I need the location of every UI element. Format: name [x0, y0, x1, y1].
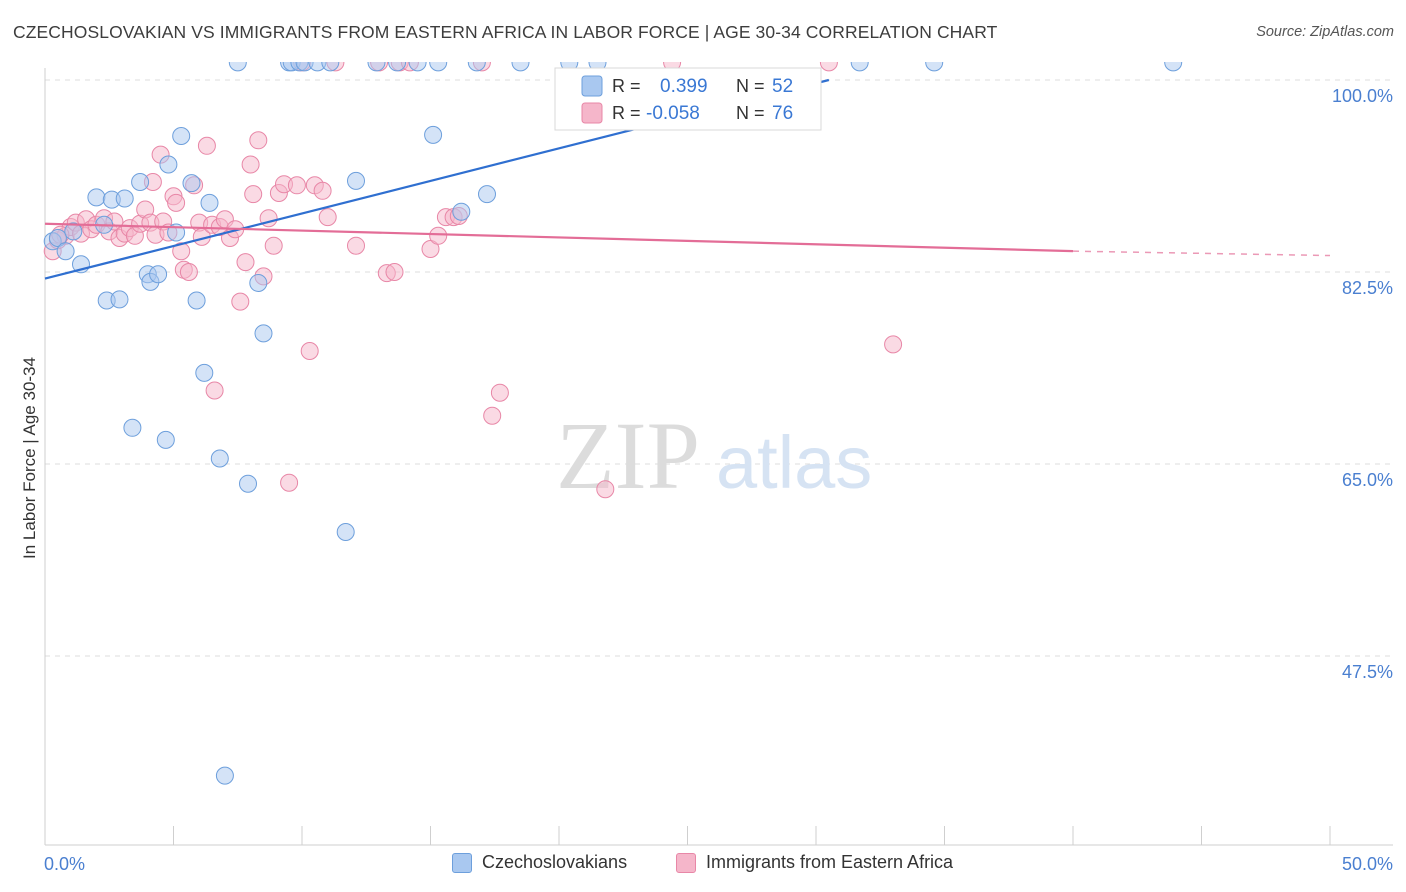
legend-swatch-pink [581, 102, 603, 124]
point-czechoslovakian-44 [467, 62, 486, 72]
point-czechoslovakian-41 [424, 125, 443, 144]
point-czechoslovakian-28 [249, 274, 268, 292]
point-eastern-africa-64 [429, 226, 448, 245]
y-tick-label-3: 47.5% [1342, 662, 1393, 682]
point-czechoslovakian-15 [149, 265, 168, 284]
point-eastern-africa-57 [347, 236, 365, 255]
point-czechoslovakian-43 [452, 202, 471, 221]
point-eastern-africa-73 [884, 335, 903, 354]
point-eastern-africa-69 [490, 383, 509, 402]
point-eastern-africa-49 [280, 473, 299, 492]
point-czechoslovakian-40 [408, 62, 427, 72]
watermark-zip: ZIP [556, 402, 700, 509]
point-eastern-africa-46 [264, 236, 283, 255]
y-tick-label-0: 100.0% [1332, 86, 1393, 106]
point-eastern-africa-42 [244, 185, 263, 204]
point-czechoslovakian-19 [172, 127, 191, 145]
point-eastern-africa-41 [241, 155, 260, 174]
point-czechoslovakian-16 [156, 430, 175, 449]
point-czechoslovakian-36 [336, 523, 355, 541]
trend-line-eastern-africa [44, 222, 1074, 253]
legend-swatch-eastern-africa [676, 852, 696, 873]
series-legend: Czechoslovakians Immigrants from Eastern… [0, 852, 1406, 880]
legend-r-label-blue: R = [612, 76, 641, 96]
legend-n-value-blue: 52 [772, 76, 793, 97]
point-czechoslovakian-38 [367, 62, 386, 72]
point-czechoslovakian-35 [321, 62, 340, 72]
legend-n-value-pink: 76 [772, 103, 793, 124]
y-tick-label-2: 65.0% [1342, 470, 1393, 490]
point-eastern-africa-52 [300, 342, 319, 360]
point-eastern-africa-43 [249, 131, 268, 150]
point-czechoslovakian-9 [110, 290, 129, 309]
point-czechoslovakian-11 [123, 418, 142, 437]
point-eastern-africa-28 [179, 263, 198, 281]
point-eastern-africa-34 [205, 381, 224, 400]
point-eastern-africa-54 [313, 181, 332, 200]
point-czechoslovakian-1 [48, 229, 67, 247]
point-eastern-africa-50 [287, 176, 306, 195]
legend-swatch-czechoslovakians [452, 852, 472, 873]
point-czechoslovakian-26 [228, 62, 247, 72]
point-czechoslovakian-5 [87, 188, 106, 207]
axes [44, 68, 1393, 846]
legend-label-czechoslovakians: Czechoslovakians [482, 852, 628, 872]
point-czechoslovakian-45 [478, 185, 496, 204]
point-czechoslovakian-42 [429, 62, 448, 72]
y-tick-label-1: 82.5% [1342, 278, 1393, 298]
point-czechoslovakian-17 [159, 155, 178, 174]
trend-line-eastern-africa-extension [1072, 250, 1331, 257]
point-czechoslovakian-21 [187, 291, 206, 310]
y-axis-title: In Labor Force | Age 30-34 [20, 357, 39, 559]
legend-r-value-pink: -0.058 [646, 103, 700, 124]
point-eastern-africa-63 [421, 240, 440, 258]
point-eastern-africa-26 [172, 242, 191, 261]
legend-n-label-blue: N = [736, 76, 765, 96]
legend-label-eastern-africa: Immigrants from Eastern Africa [706, 852, 954, 872]
legend-r-label-pink: R = [612, 103, 641, 123]
point-eastern-africa-25 [167, 193, 186, 212]
watermark-atlas: atlas [716, 421, 872, 504]
watermark: ZIP atlas [556, 402, 872, 509]
point-eastern-africa-55 [318, 208, 337, 227]
point-czechoslovakian-10 [115, 189, 134, 208]
point-czechoslovakian-27 [239, 474, 257, 493]
point-czechoslovakian-46 [511, 62, 530, 72]
point-czechoslovakian-23 [200, 193, 219, 212]
point-czechoslovakian-37 [347, 171, 365, 190]
point-czechoslovakian-29 [254, 324, 273, 343]
point-czechoslovakian-20 [182, 174, 201, 193]
point-czechoslovakian-24 [210, 449, 229, 468]
point-eastern-africa-72 [819, 62, 838, 72]
point-czechoslovakian-39 [388, 62, 407, 72]
stats-legend: R = 0.399 N = 52 R = -0.058 N = 76 [554, 67, 822, 131]
legend-swatch-blue [581, 75, 603, 97]
legend-item-czechoslovakians: Czechoslovakians [452, 852, 627, 873]
point-eastern-africa-39 [231, 292, 250, 311]
tick-labels: 100.0% 82.5% 65.0% 47.5% 0.0% 50.0% [44, 86, 1393, 874]
point-czechoslovakian-2 [56, 242, 75, 261]
point-eastern-africa-70 [596, 480, 615, 499]
point-czechoslovakian-12 [131, 173, 150, 191]
point-czechoslovakian-25 [215, 766, 234, 785]
point-eastern-africa-68 [483, 406, 502, 425]
chart-title: CZECHOSLOVAKIAN VS IMMIGRANTS FROM EASTE… [13, 22, 998, 42]
point-eastern-africa-60 [385, 263, 404, 281]
point-czechoslovakian-22 [195, 363, 214, 382]
x-tick-label-0: 0.0% [44, 854, 85, 874]
point-czechoslovakian-51 [1164, 62, 1183, 72]
point-eastern-africa-40 [236, 253, 255, 272]
legend-r-value-blue: 0.399 [660, 76, 708, 97]
legend-item-eastern-africa: Immigrants from Eastern Africa [676, 852, 953, 873]
legend-n-label-pink: N = [736, 103, 765, 123]
x-tick-label-1: 50.0% [1342, 854, 1393, 874]
point-czechoslovakian-49 [850, 62, 869, 72]
point-czechoslovakian-3 [64, 222, 83, 241]
point-czechoslovakian-50 [925, 62, 944, 72]
point-eastern-africa-32 [197, 136, 216, 155]
source-label: Source: ZipAtlas.com [1256, 24, 1394, 40]
